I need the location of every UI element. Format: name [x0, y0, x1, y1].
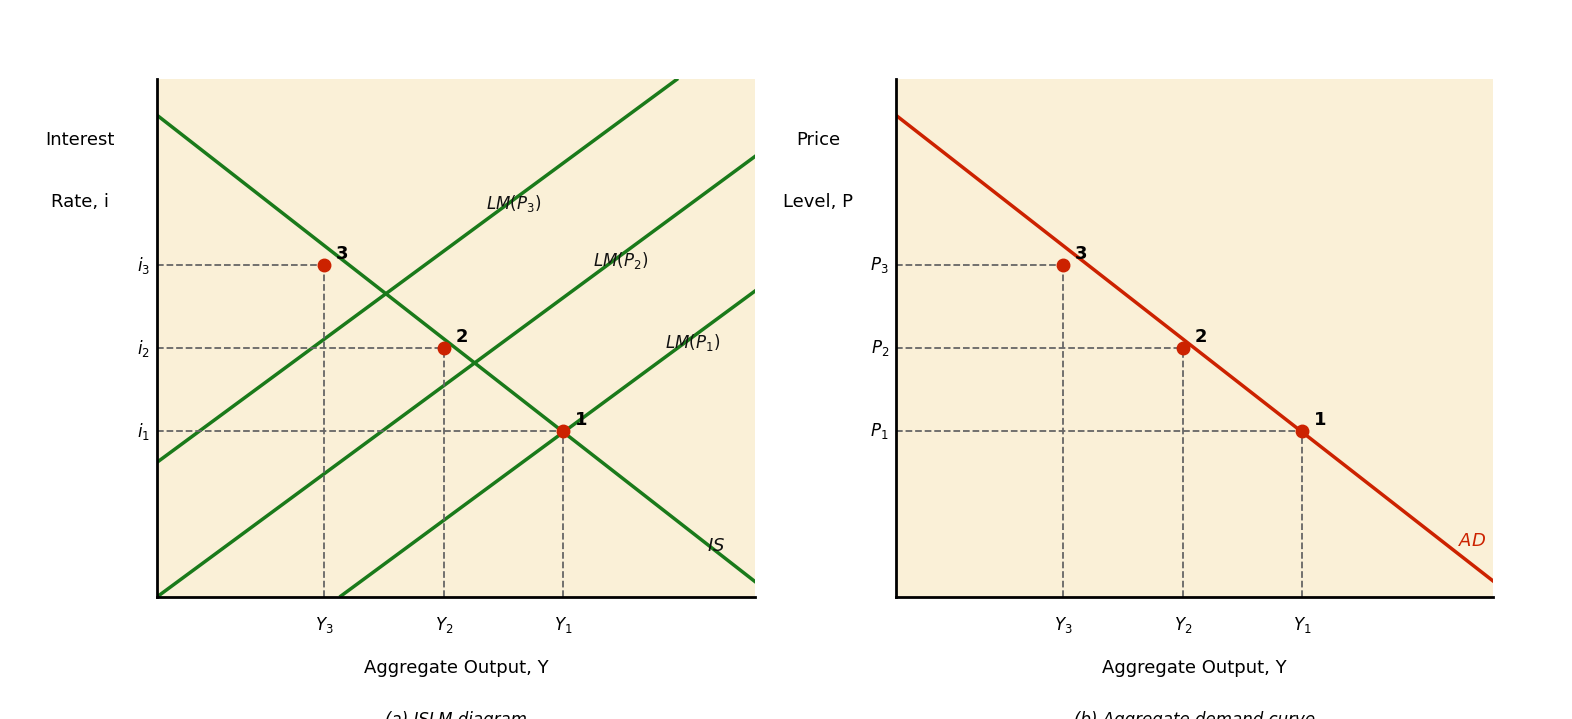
- Text: $i_3$: $i_3$: [137, 255, 149, 276]
- Text: $IS$: $IS$: [706, 537, 725, 555]
- Text: Interest: Interest: [46, 131, 115, 149]
- Text: $i_1$: $i_1$: [137, 421, 149, 441]
- Text: $Y_2$: $Y_2$: [1174, 615, 1192, 635]
- Text: Aggregate Output, Y: Aggregate Output, Y: [1102, 659, 1287, 677]
- Text: $LM(P_2)$: $LM(P_2)$: [593, 249, 648, 270]
- Text: $\bf{1}$: $\bf{1}$: [574, 411, 588, 429]
- Text: $AD$: $AD$: [1457, 532, 1486, 550]
- Text: $LM(P_3)$: $LM(P_3)$: [486, 193, 541, 214]
- Text: (a) ISLM diagram: (a) ISLM diagram: [385, 710, 527, 719]
- Text: $\bf{3}$: $\bf{3}$: [335, 245, 349, 263]
- Text: $\bf{1}$: $\bf{1}$: [1313, 411, 1327, 429]
- Text: Price: Price: [797, 131, 841, 149]
- Text: Level, P: Level, P: [783, 193, 854, 211]
- Text: $Y_1$: $Y_1$: [555, 615, 572, 635]
- Text: Rate, i: Rate, i: [50, 193, 108, 211]
- Text: $\bf{2}$: $\bf{2}$: [454, 328, 467, 346]
- Text: Aggregate Output, Y: Aggregate Output, Y: [363, 659, 549, 677]
- Text: (b) Aggregate demand curve: (b) Aggregate demand curve: [1074, 710, 1316, 719]
- Text: $LM(P_1)$: $LM(P_1)$: [665, 332, 720, 354]
- Text: $P_2$: $P_2$: [871, 338, 888, 358]
- Text: $Y_3$: $Y_3$: [1053, 615, 1072, 635]
- Text: $\bf{3}$: $\bf{3}$: [1074, 245, 1088, 263]
- Text: $\bf{2}$: $\bf{2}$: [1193, 328, 1206, 346]
- Text: $P_1$: $P_1$: [871, 421, 888, 441]
- Text: $Y_2$: $Y_2$: [435, 615, 453, 635]
- Text: $Y_3$: $Y_3$: [314, 615, 333, 635]
- Text: $Y_1$: $Y_1$: [1294, 615, 1311, 635]
- Text: $i_2$: $i_2$: [137, 338, 149, 359]
- Text: $P_3$: $P_3$: [871, 255, 888, 275]
